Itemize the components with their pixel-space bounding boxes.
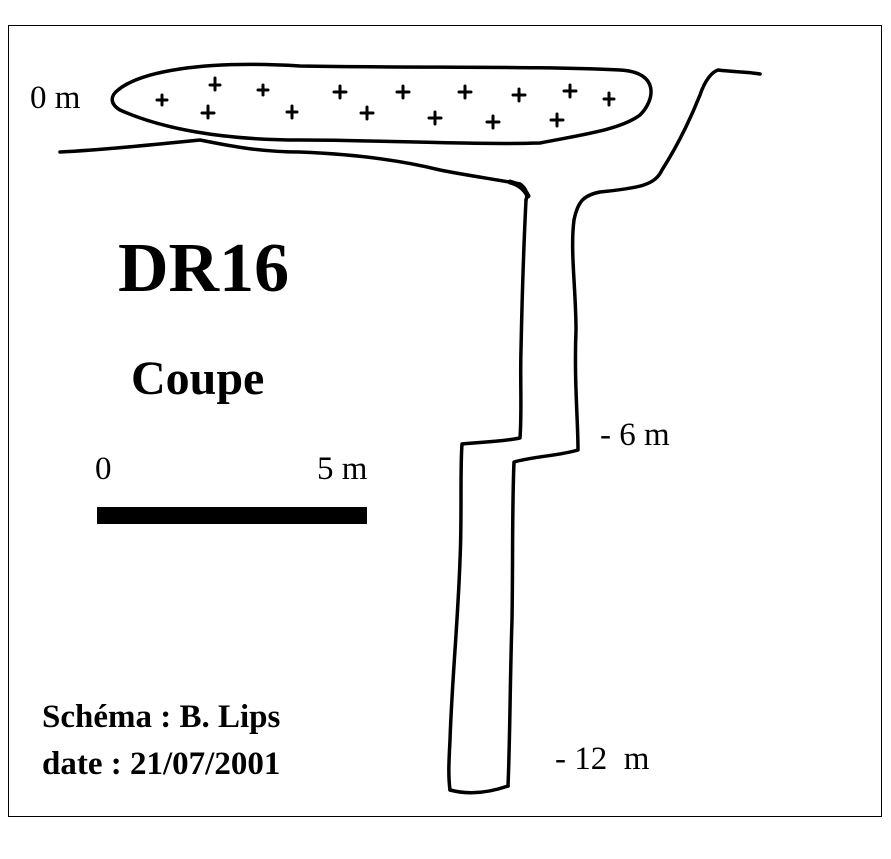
shaft-left-wall — [447, 198, 528, 792]
diagram-title: DR16 — [118, 230, 290, 307]
rock-symbol — [457, 84, 473, 100]
rock-symbol — [332, 84, 348, 100]
date-credit: date : 21/07/2001 — [42, 746, 281, 782]
scale-bar — [97, 507, 367, 524]
rock-symbol — [155, 93, 169, 107]
rock-symbol — [549, 112, 565, 128]
shaft-bottom — [448, 784, 510, 795]
shaft-right-wall — [506, 68, 762, 788]
rock-symbol — [602, 91, 616, 107]
depth-label-bottom: - 12 m — [555, 741, 650, 777]
rock-symbol — [359, 105, 375, 121]
depth-label-middle: - 6 m — [600, 417, 670, 453]
scale-end-label: 5 m — [317, 451, 368, 487]
rock-symbol — [427, 110, 443, 126]
rock-symbols — [155, 76, 616, 130]
rock-symbol — [562, 83, 578, 99]
diagram-subtitle: Coupe — [131, 352, 265, 405]
rock-symbol — [200, 104, 216, 120]
shaft-lip — [507, 179, 531, 199]
rock-symbol — [208, 76, 222, 92]
drawing-frame — [8, 25, 882, 817]
depth-label-top: 0 m — [30, 80, 81, 116]
rock-symbol — [485, 114, 501, 130]
surface-lens-outline — [110, 62, 653, 146]
rock-symbol — [256, 83, 270, 97]
rock-symbol — [395, 84, 411, 100]
rock-symbol — [511, 87, 527, 103]
ground-surface-line — [58, 138, 529, 202]
author-credit: Schéma : B. Lips — [42, 699, 281, 735]
rock-symbol — [285, 104, 299, 120]
scale-start-label: 0 — [95, 451, 112, 487]
